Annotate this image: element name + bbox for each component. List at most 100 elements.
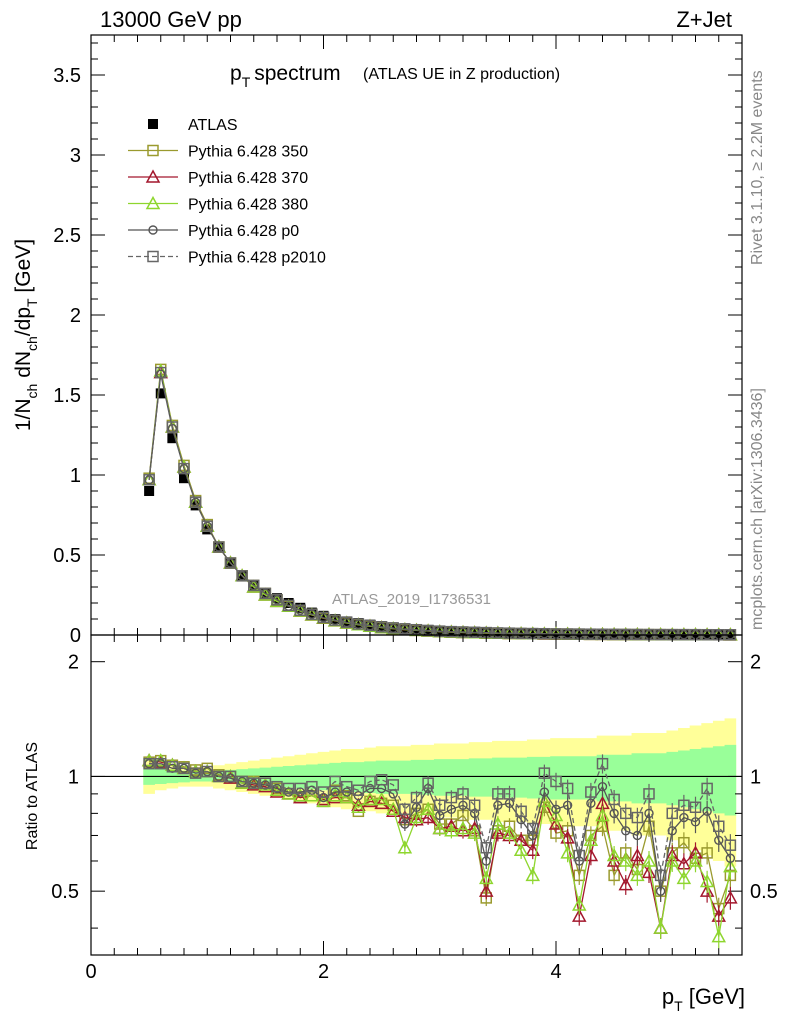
legend-marker	[147, 250, 159, 263]
ratio-data-point	[527, 822, 539, 835]
upper-data-point	[281, 598, 296, 612]
ratio-data-point	[330, 787, 340, 797]
upper-data-point	[166, 421, 179, 433]
upper-data-point	[306, 608, 318, 620]
upper-data-point	[283, 598, 294, 608]
ratio-data-point	[446, 804, 457, 814]
legend-marker	[145, 169, 161, 183]
ratio-data-point	[143, 757, 155, 770]
upper-data-point	[399, 623, 411, 635]
upper-data-point	[213, 541, 225, 553]
ratio-data-point	[654, 869, 667, 882]
ratio-data-point	[400, 819, 410, 829]
ratio-data-point	[387, 779, 399, 791]
ratio-data-point	[678, 836, 690, 849]
ratio-data-point	[667, 826, 677, 836]
ratio-data-point	[352, 784, 365, 796]
lower-ytick-label-right: 1	[750, 766, 761, 788]
ratio-data-point	[666, 807, 678, 820]
upper-ytick-label: 0.5	[53, 545, 81, 567]
upper-data-point	[515, 627, 527, 640]
upper-data-point	[179, 473, 189, 484]
ratio-data-point	[178, 762, 190, 775]
ratio-data-point	[621, 826, 631, 836]
upper-data-point	[272, 595, 282, 605]
ratio-data-point	[723, 890, 738, 904]
upper-data-point	[307, 609, 317, 619]
ratio-data-point	[724, 839, 737, 851]
ratio-data-point	[432, 820, 448, 835]
ratio-data-point	[294, 782, 306, 795]
analysis-watermark: ATLAS_2019_I1736531	[332, 591, 491, 608]
ratio-data-point	[632, 830, 643, 841]
upper-data-point	[330, 614, 341, 624]
ratio-data-point	[272, 783, 282, 794]
ratio-data-point	[282, 782, 295, 795]
ratio-data-point	[585, 786, 597, 798]
ratio-data-point	[304, 788, 320, 802]
ratio-data-point	[618, 853, 634, 867]
ratio-data-point	[306, 780, 318, 793]
ratio-data-point	[688, 853, 703, 867]
ratio-data-point	[478, 883, 494, 897]
ratio-data-point	[620, 807, 632, 820]
ratio-data-point	[702, 806, 712, 817]
upper-data-point	[189, 496, 202, 508]
ratio-data-point	[259, 777, 272, 789]
ratio-data-point	[422, 777, 434, 789]
upper-data-point	[352, 618, 365, 630]
upper-data-point	[179, 463, 189, 474]
ratio-data-point	[224, 770, 237, 783]
ratio-data-point	[457, 788, 469, 800]
ratio-data-point	[723, 859, 738, 873]
ratio-data-point	[156, 758, 166, 769]
legend-label: Pythia 6.428 p2010	[188, 250, 326, 267]
ratio-data-point	[364, 775, 376, 788]
ratio-data-point	[503, 788, 516, 800]
ratio-data-point	[689, 801, 702, 814]
ratio-data-point	[362, 791, 378, 806]
upper-series-line	[148, 372, 731, 636]
upper-data-point	[292, 603, 308, 617]
upper-data-point	[492, 627, 504, 639]
upper-data-point	[294, 604, 306, 616]
lower-ylabel: Ratio to ATLAS	[24, 742, 41, 850]
ratio-data-point	[292, 790, 308, 804]
upper-data-point	[143, 474, 155, 486]
legend-label: Pythia 6.428 350	[188, 144, 308, 161]
ratio-data-point	[434, 799, 446, 812]
ratio-data-point	[561, 782, 574, 795]
ratio-data-point	[548, 807, 564, 822]
upper-ytick-label: 3.5	[53, 65, 81, 87]
xtick-label: 2	[318, 961, 329, 983]
upper-data-point	[446, 626, 457, 636]
ratio-data-point	[246, 777, 262, 791]
ratio-data-point	[525, 842, 541, 857]
upper-data-point	[445, 625, 458, 638]
ratio-data-point	[374, 791, 389, 806]
upper-data-point	[329, 614, 341, 626]
upper-data-point	[248, 579, 260, 592]
ratio-data-point	[630, 867, 645, 882]
upper-data-point	[201, 520, 213, 532]
xtick-label: 4	[550, 961, 561, 983]
upper-data-point	[155, 388, 166, 399]
ratio-data-point	[341, 780, 353, 793]
upper-data-point	[353, 618, 364, 628]
x-axis-label: pT [GeV]	[662, 984, 745, 1014]
xtick-label: 0	[85, 961, 96, 983]
ratio-data-point	[699, 873, 715, 888]
ratio-data-point	[202, 766, 212, 777]
legend-marker	[147, 144, 159, 157]
upper-data-point	[468, 626, 481, 639]
ratio-data-point	[525, 867, 541, 882]
lower-series	[141, 753, 738, 949]
ratio-data-point	[385, 801, 401, 816]
upper-axes: 0 0.5 1 1.5 2 2.5 3 3.5	[53, 35, 743, 647]
ratio-data-point	[513, 842, 529, 857]
upper-ytick-label: 2.5	[53, 225, 81, 247]
ratio-data-point	[444, 823, 459, 837]
upper-data-point	[272, 593, 282, 604]
lower-ytick-label: 1	[68, 766, 79, 788]
legend-label: Pythia 6.428 380	[188, 197, 308, 214]
